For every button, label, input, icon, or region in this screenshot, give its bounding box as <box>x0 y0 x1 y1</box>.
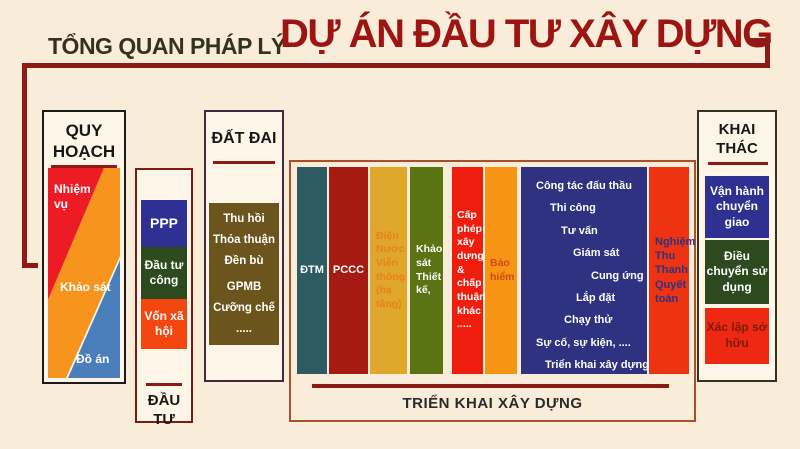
khai-thac-header: KHAI THÁC <box>716 121 758 157</box>
dat-dai-item: Thu hồi <box>223 212 265 225</box>
bar-bao-hiem: Bảo hiểm <box>485 167 517 374</box>
panel-dat-dai: ĐẤT ĐAI Thu hồi Thỏa thuận Đền bù GPMB C… <box>204 110 284 382</box>
activity-line: Triển khai xây dựng <box>545 359 649 372</box>
bar-ha-tang-label: Điện Nước Viễn thông (hạ tầng) <box>376 229 406 310</box>
title-prefix: TỔNG QUAN PHÁP LÝ <box>48 33 286 59</box>
activity-line: Thi công <box>550 202 596 215</box>
panel-khai-thac: KHAI THÁC Vận hành chuyển giao Điều chuy… <box>697 110 777 382</box>
band-khao-sat <box>48 168 120 378</box>
connector-top-vertical <box>765 38 770 68</box>
triangle-do-an <box>68 260 120 378</box>
bar-dtm-label: ĐTM <box>300 264 324 277</box>
box-xac-lap-so-huu: Xác lập sở hữu <box>705 308 769 364</box>
quy-hoach-underline <box>51 165 117 168</box>
segment-label-khao-sat: Khảo sát <box>60 280 111 294</box>
bar-pccc-label: PCCC <box>332 264 365 277</box>
connector-horizontal-line <box>22 63 770 68</box>
dat-dai-header: ĐẤT ĐAI <box>211 130 277 147</box>
dat-dai-item: Đền bù <box>224 254 264 267</box>
box-von-xa-hoi: Vốn xã hội <box>141 299 187 349</box>
page-title: DỰ ÁN ĐẦU TƯ XÂY DỰNG <box>280 12 773 56</box>
box-dau-tu-cong: Đầu tư công <box>141 247 187 299</box>
panel-dau-tu: PPP Đầu tư công Vốn xã hội ĐẦU TƯ <box>135 168 193 428</box>
activity-line: Sự cố, sự kiện, .... <box>536 336 631 349</box>
box-van-hanh-chuyen-giao: Vận hành chuyển giao <box>705 176 769 238</box>
bar-pccc: PCCC <box>329 167 368 374</box>
activity-line: Chạy thử <box>564 314 613 327</box>
dau-tu-underline <box>146 383 182 386</box>
quy-hoach-header: QUY HOẠCH <box>52 121 116 162</box>
bar-bao-hiem-label: Bảo hiểm <box>490 256 515 283</box>
dat-dai-item: GPMB <box>226 280 262 293</box>
bar-cap-phep-label: Cấp phép xây dựng & chấp thuận khác ....… <box>457 209 486 331</box>
dat-dai-item: Thỏa thuận <box>213 233 275 246</box>
activity-line: Cung ứng <box>591 269 644 282</box>
activity-line: Tư vấn <box>561 224 598 237</box>
activity-line: Công tác đấu thầu <box>536 180 632 192</box>
connector-top-stub <box>748 38 770 43</box>
connector-left-vertical <box>22 63 27 268</box>
activities-box: Công tác đấu thầu Thi công Tư vấn Giám s… <box>521 167 649 374</box>
bar-ha-tang: Điện Nước Viễn thông (hạ tầng) <box>370 167 407 374</box>
box-ppp: PPP <box>141 200 187 247</box>
trien-khai-underline <box>312 384 669 388</box>
segment-label-do-an: Đồ án <box>76 352 110 366</box>
segment-label-nhiem-vu: Nhiệm vụ <box>54 182 91 211</box>
dat-dai-item: Cưỡng chế <box>213 301 275 314</box>
bar-khao-sat-thiet-ke: Khảo sát Thiết kế, <box>410 167 443 374</box>
dau-tu-header: ĐẦU TƯ <box>147 392 181 428</box>
khai-thac-underline <box>708 162 768 165</box>
quy-hoach-triangles: Nhiệm vụ Khảo sát Đồ án <box>48 168 120 378</box>
triangle-graphic <box>48 168 120 378</box>
activity-line: Giám sát <box>573 247 620 260</box>
bar-cap-phep: Cấp phép xây dựng & chấp thuận khác ....… <box>452 167 486 374</box>
box-dieu-chuyen-su-dung: Điều chuyển sử dụng <box>705 240 769 304</box>
bar-khao-sat-thiet-ke-label: Khảo sát Thiết kế, <box>416 243 443 297</box>
bar-dtm: ĐTM <box>297 167 327 374</box>
dat-dai-item: ..... <box>236 322 252 335</box>
dat-dai-underline <box>213 161 275 164</box>
dat-dai-items-box: Thu hồi Thỏa thuận Đền bù GPMB Cưỡng chế… <box>209 203 279 345</box>
panel-quy-hoach: QUY HOẠCH Nhiệm vụ Khảo sát Đồ án <box>42 110 126 384</box>
panel-trien-khai: ĐTM PCCC Điện Nước Viễn thông (hạ tầng) … <box>289 160 696 422</box>
trien-khai-header: TRIỂN KHAI XÂY DỰNG <box>402 395 583 412</box>
bar-nghiem-thu: Nghiệm Thu Thanh Quyết toán <box>649 167 695 374</box>
connector-foot <box>22 263 38 268</box>
bar-nghiem-thu-label: Nghiệm Thu Thanh Quyết toán <box>655 235 696 305</box>
activity-line: Lắp đặt <box>576 291 616 304</box>
